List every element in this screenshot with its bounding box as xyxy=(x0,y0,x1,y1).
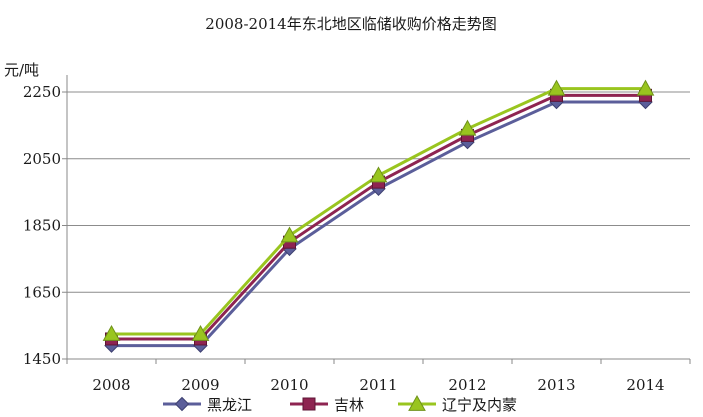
series-lines xyxy=(102,79,655,353)
series-1 xyxy=(104,94,653,353)
data-point-marker xyxy=(280,226,299,243)
legend-label: 吉林 xyxy=(334,396,364,414)
x-tick-labels: 2008 2009 2010 2011 2012 2013 2014 xyxy=(92,376,664,394)
x-tick-label: 2013 xyxy=(537,376,575,394)
y-tick-label: 2050 xyxy=(23,150,61,168)
series-3 xyxy=(102,79,655,341)
chart-title: 2008-2014年东北地区临储收购价格走势图 xyxy=(205,15,496,33)
legend-label: 黑龙江 xyxy=(207,396,252,414)
data-point-marker xyxy=(636,79,655,96)
data-point-marker xyxy=(369,166,388,183)
x-tick-label: 2011 xyxy=(359,376,397,394)
data-point-marker xyxy=(102,324,121,341)
legend-swatch-marker xyxy=(408,394,426,411)
x-tick-label: 2008 xyxy=(92,376,130,394)
legend-item: 黑龙江 xyxy=(163,396,252,414)
legend: 黑龙江 吉林 辽宁及内蒙 xyxy=(163,394,517,414)
y-tick-label: 2250 xyxy=(23,83,61,101)
legend-swatch-marker xyxy=(174,396,190,412)
x-tick-label: 2012 xyxy=(448,376,486,394)
y-tick-label: 1450 xyxy=(23,350,61,368)
legend-item: 辽宁及内蒙 xyxy=(398,394,517,414)
data-point-marker xyxy=(547,79,566,96)
series-line xyxy=(111,100,646,348)
x-tick-label: 2009 xyxy=(181,376,219,394)
x-tick-label: 2010 xyxy=(270,376,308,394)
series-2 xyxy=(105,88,652,346)
legend-item: 吉林 xyxy=(290,396,364,414)
data-point-marker xyxy=(458,119,477,136)
y-tick-label: 1850 xyxy=(23,217,61,235)
legend-label: 辽宁及内蒙 xyxy=(442,396,517,414)
legend-swatch-marker xyxy=(302,397,316,411)
gridlines xyxy=(62,91,691,364)
series-line xyxy=(111,87,646,336)
y-axis-unit-label: 元/吨 xyxy=(4,61,39,79)
data-point-marker xyxy=(191,324,210,341)
y-tick-labels: 1450 1650 1850 2050 2250 xyxy=(23,83,61,368)
x-tick-label: 2014 xyxy=(626,376,664,394)
y-tick-label: 1650 xyxy=(23,283,61,301)
series-line xyxy=(111,93,646,341)
